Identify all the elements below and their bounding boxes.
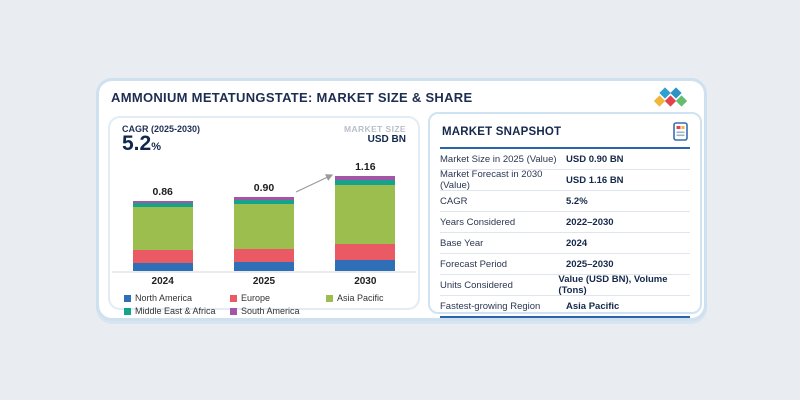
snapshot-row-label: Market Forecast in 2030 (Value) bbox=[440, 169, 543, 191]
snapshot-row-label: Base Year bbox=[440, 237, 484, 249]
snapshot-row-units-considered: Units Considered Value (USD BN), Volume (… bbox=[440, 274, 690, 296]
cagr-value: 5.2% bbox=[122, 132, 200, 157]
legend-label: Europe bbox=[241, 293, 271, 303]
market-size-label: MARKET SIZE bbox=[343, 124, 406, 134]
snapshot-row-years-considered: Years Considered 2022–2030 bbox=[440, 212, 690, 233]
x-tick-2024: 2024 bbox=[151, 276, 174, 287]
snapshot-row-value: 2022–2030 bbox=[566, 216, 614, 228]
bar-segment-middle-east-africa bbox=[233, 200, 294, 205]
legend-item-europe: Europe bbox=[230, 293, 326, 303]
cagr-block: CAGR (2025-2030) 5.2% bbox=[122, 124, 200, 157]
legend-item-south-america: South America bbox=[230, 306, 326, 316]
legend-item-asia-pacific: Asia Pacific bbox=[326, 293, 418, 303]
snapshot-row-value: USD 1.16 BN bbox=[566, 174, 624, 186]
bar-segment-south-america bbox=[335, 175, 396, 180]
market-size-unit-block: MARKET SIZE USD BN bbox=[344, 124, 406, 157]
snapshot-top-rule bbox=[440, 147, 690, 149]
x-tick-2030: 2030 bbox=[354, 276, 377, 287]
snapshot-row-value: 5.2% bbox=[566, 195, 588, 207]
legend-label: South America bbox=[241, 306, 300, 316]
bar-segment-north-america bbox=[335, 259, 396, 271]
report-icon bbox=[673, 122, 688, 141]
legend-item-middle-east-africa: Middle East & Africa bbox=[124, 306, 230, 316]
bar-segment-europe bbox=[335, 243, 396, 260]
snapshot-row-value: 2024 bbox=[566, 237, 588, 249]
snapshot-row-base-year: Base Year 2024 bbox=[440, 233, 690, 254]
chart-legend: North America Europe Asia Pacific Middle Ea… bbox=[124, 293, 418, 316]
snapshot-row-value: 2025–2030 bbox=[566, 258, 614, 270]
bar-segment-asia-pacific bbox=[233, 204, 294, 250]
chart-panel: CAGR (2025-2030) 5.2% MARKET SIZE USD BN… bbox=[108, 116, 420, 316]
bar-total-label: 0.86 bbox=[152, 185, 173, 198]
legend-label: North America bbox=[135, 293, 193, 303]
page-title: AMMONIUM METATUNGSTATE: MARKET SIZE & SH… bbox=[111, 90, 473, 105]
snapshot-row-label: Units Considered bbox=[440, 279, 513, 291]
legend-item-north-america: North America bbox=[124, 293, 230, 303]
market-snapshot-panel: MARKET SNAPSHOT Market Size in 2025 (Val… bbox=[428, 112, 702, 318]
snapshot-row-value: Asia Pacific bbox=[566, 300, 620, 312]
snapshot-row-label: Market Size in 2025 (Value) bbox=[440, 153, 557, 165]
snapshot-row-label: Years Considered bbox=[440, 216, 516, 228]
snapshot-row-value: Value (USD BN), Volume (Tons) bbox=[558, 274, 668, 296]
legend-label: Middle East & Africa bbox=[135, 306, 216, 316]
brand-logo-icon bbox=[650, 85, 690, 109]
chart-plot-area: 0.86 0.90 1.16 bbox=[112, 159, 416, 273]
bar-segment-north-america bbox=[233, 261, 294, 271]
bar-segment-middle-east-africa bbox=[335, 179, 396, 186]
bar-2024: 0.86 bbox=[132, 186, 193, 271]
chart-panel-header: CAGR (2025-2030) 5.2% MARKET SIZE USD BN bbox=[110, 118, 418, 157]
bar-total-label: 1.16 bbox=[355, 160, 376, 173]
legend-swatch-icon bbox=[124, 294, 131, 302]
x-axis-labels: 2024 2025 2030 bbox=[110, 273, 418, 287]
bar-segment-europe bbox=[132, 250, 193, 263]
bar-total-label: 0.90 bbox=[253, 182, 275, 195]
bar-2025: 0.90 bbox=[233, 182, 294, 271]
legend-swatch-icon bbox=[230, 307, 237, 315]
snapshot-table: Market Size in 2025 (Value) USD 0.90 BN Ma… bbox=[440, 149, 690, 316]
x-tick-2025: 2025 bbox=[252, 276, 276, 287]
bar-segment-south-america bbox=[233, 197, 294, 201]
infographic-card: AMMONIUM METATUNGSTATE: MARKET SIZE & SH… bbox=[96, 78, 707, 321]
snapshot-row-forecast-period: Forecast Period 2025–2030 bbox=[440, 254, 690, 275]
bar-segment-south-america bbox=[132, 200, 193, 204]
bar-segment-asia-pacific bbox=[132, 207, 193, 251]
snapshot-row-fastest-growing-region: Fastest-growing Region Asia Pacific bbox=[440, 296, 690, 316]
legend-label: Asia Pacific bbox=[337, 293, 384, 303]
bar-segment-asia-pacific bbox=[335, 185, 396, 244]
snapshot-row-market-forecast-in-2030-value: Market Forecast in 2030 (Value) USD 1.16 … bbox=[440, 169, 690, 191]
cagr-percent-sign: % bbox=[151, 141, 161, 153]
snapshot-bottom-rule bbox=[440, 316, 690, 318]
snapshot-row-cagr: CAGR 5.2% bbox=[440, 191, 690, 212]
cagr-number: 5.2 bbox=[122, 132, 152, 155]
cagr-label: CAGR (2025-2030) bbox=[122, 124, 201, 134]
snapshot-row-label: Fastest-growing Region bbox=[440, 300, 541, 312]
bar-segment-north-america bbox=[132, 262, 193, 271]
bar-2030: 1.16 bbox=[335, 161, 396, 271]
snapshot-row-label: CAGR bbox=[440, 195, 468, 207]
legend-swatch-icon bbox=[326, 294, 333, 302]
market-size-unit: USD BN bbox=[367, 134, 406, 145]
bar-segment-middle-east-africa bbox=[132, 203, 193, 208]
snapshot-title: MARKET SNAPSHOT bbox=[442, 125, 562, 138]
snapshot-header: MARKET SNAPSHOT bbox=[430, 114, 700, 147]
bar-segment-europe bbox=[233, 249, 294, 262]
snapshot-row-label: Forecast Period bbox=[440, 258, 508, 270]
legend-swatch-icon bbox=[230, 294, 237, 302]
snapshot-row-value: USD 0.90 BN bbox=[566, 153, 624, 165]
legend-swatch-icon bbox=[124, 307, 131, 315]
snapshot-row-market-size-in-2025-value: Market Size in 2025 (Value) USD 0.90 BN bbox=[440, 149, 690, 170]
